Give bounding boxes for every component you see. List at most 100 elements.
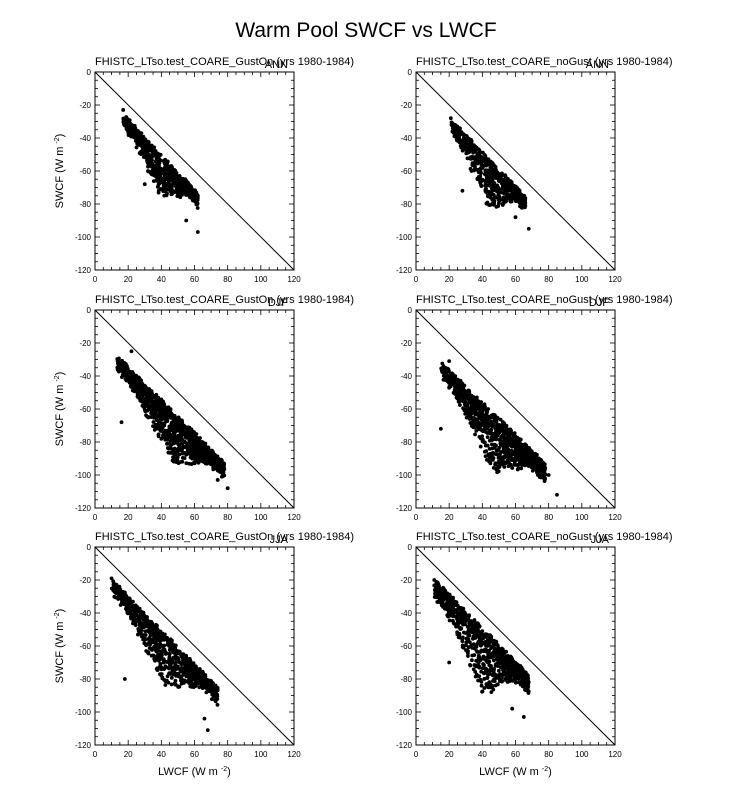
data-point bbox=[524, 443, 529, 448]
data-point bbox=[127, 379, 132, 384]
panel-title: FHISTC_LTso.test_COARE_GustOn (yrs 1980-… bbox=[95, 56, 354, 68]
data-point bbox=[156, 432, 161, 437]
data-point bbox=[530, 462, 535, 467]
data-point bbox=[189, 427, 194, 432]
data-point bbox=[151, 403, 155, 408]
data-point bbox=[173, 682, 178, 687]
data-point bbox=[174, 171, 179, 175]
data-point bbox=[177, 674, 181, 678]
data-point bbox=[543, 476, 547, 481]
data-point bbox=[136, 375, 141, 380]
data-point bbox=[158, 631, 162, 636]
data-point bbox=[506, 192, 511, 197]
data-point bbox=[161, 184, 166, 188]
data-point bbox=[488, 461, 493, 466]
data-point bbox=[481, 164, 486, 169]
scatter-panel: FHISTC_LTso.test_COARE_noGust (yrs 1980-… bbox=[396, 531, 673, 778]
data-point bbox=[141, 134, 146, 139]
data-point bbox=[189, 462, 194, 466]
data-point bbox=[154, 163, 159, 168]
data-point bbox=[190, 665, 195, 670]
data-point bbox=[157, 645, 162, 650]
scatter-points bbox=[121, 108, 200, 234]
x-tick-label: 80 bbox=[223, 750, 232, 759]
y-tick-label: -120 bbox=[396, 504, 413, 513]
data-point bbox=[169, 192, 174, 197]
data-point bbox=[182, 445, 187, 449]
data-point bbox=[169, 646, 174, 651]
data-point bbox=[490, 186, 494, 191]
data-point bbox=[150, 624, 155, 628]
panel-title: FHISTC_LTso.test_COARE_noGust (yrs 1980-… bbox=[416, 56, 673, 68]
data-point bbox=[504, 196, 508, 201]
data-point bbox=[162, 423, 167, 428]
data-point bbox=[490, 192, 495, 197]
x-tick-label: 60 bbox=[190, 750, 199, 759]
data-point bbox=[171, 181, 175, 186]
data-point bbox=[513, 186, 518, 191]
data-point bbox=[488, 165, 493, 170]
data-point bbox=[474, 399, 479, 404]
data-point bbox=[192, 192, 197, 197]
data-point bbox=[166, 178, 171, 183]
y-tick-label: 0 bbox=[87, 306, 92, 315]
y-tick-label: -80 bbox=[79, 438, 91, 447]
data-point bbox=[178, 180, 182, 185]
data-point bbox=[175, 427, 179, 432]
data-point bbox=[490, 197, 495, 202]
y-tick-label: -40 bbox=[400, 372, 412, 381]
data-point bbox=[144, 147, 149, 152]
data-point bbox=[504, 435, 509, 440]
data-point bbox=[199, 677, 204, 682]
season-label: JJA bbox=[270, 534, 289, 546]
data-point bbox=[154, 426, 159, 431]
data-point bbox=[506, 427, 511, 432]
x-tick-label: 80 bbox=[544, 513, 553, 522]
data-point bbox=[496, 174, 500, 179]
data-point bbox=[189, 675, 194, 680]
data-point bbox=[451, 127, 456, 132]
data-point bbox=[190, 197, 195, 202]
data-point bbox=[116, 364, 121, 368]
data-point bbox=[492, 163, 496, 168]
y-axis-label: SWCF (W m -2) bbox=[54, 609, 66, 684]
data-point bbox=[469, 145, 474, 150]
data-point bbox=[172, 446, 177, 451]
data-point bbox=[133, 126, 138, 131]
data-point bbox=[129, 611, 133, 616]
reference-line bbox=[94, 71, 295, 271]
x-tick-label: 60 bbox=[511, 275, 520, 284]
data-point bbox=[475, 152, 480, 157]
data-point bbox=[144, 642, 148, 647]
data-point bbox=[496, 196, 501, 201]
y-tick-label: -120 bbox=[75, 504, 92, 513]
data-point bbox=[474, 161, 478, 165]
data-point bbox=[178, 195, 183, 200]
data-point bbox=[225, 486, 230, 491]
data-point bbox=[479, 177, 484, 182]
data-point bbox=[124, 377, 128, 381]
data-point bbox=[151, 645, 156, 650]
data-point bbox=[448, 116, 453, 121]
data-point bbox=[473, 144, 477, 149]
data-point bbox=[539, 463, 544, 468]
data-point bbox=[442, 372, 447, 377]
data-point bbox=[168, 432, 173, 437]
data-point bbox=[469, 424, 474, 428]
y-tick-label: -80 bbox=[400, 200, 412, 209]
data-point bbox=[123, 599, 128, 604]
data-point bbox=[458, 403, 462, 407]
data-point bbox=[163, 428, 167, 433]
data-point bbox=[123, 115, 128, 120]
data-point bbox=[166, 680, 171, 685]
data-point bbox=[204, 456, 209, 461]
data-point bbox=[175, 658, 180, 663]
x-tick-label: 100 bbox=[254, 275, 268, 284]
data-point bbox=[162, 161, 167, 165]
data-point bbox=[176, 651, 180, 655]
data-point bbox=[170, 657, 175, 661]
data-point bbox=[122, 123, 127, 128]
scatter-points bbox=[448, 116, 531, 231]
data-point bbox=[466, 388, 471, 393]
x-tick-label: 120 bbox=[608, 513, 622, 522]
